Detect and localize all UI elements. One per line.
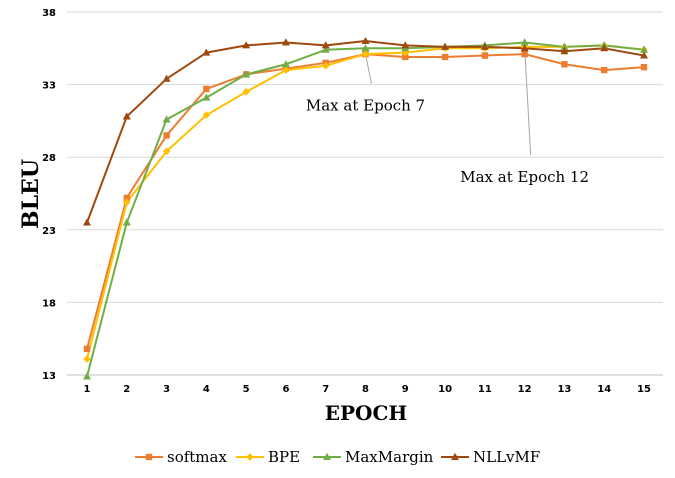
x-tick-labels: 1 2 3 4 5 6 7 8 9 10 11 12 13 14 15 — [84, 384, 651, 395]
y-tick-label: 28 — [42, 153, 56, 164]
annotation-leader-line — [366, 54, 372, 84]
data-point-softmax — [561, 61, 567, 67]
legend-item-bpe[interactable]: BPE — [236, 448, 300, 466]
data-point-softmax — [203, 86, 209, 92]
x-tick-label: 7 — [322, 384, 329, 395]
annotation-max-epoch-12: Max at Epoch 12 — [460, 168, 589, 186]
y-tick-label: 23 — [42, 226, 56, 237]
legend-swatch-marker — [246, 453, 254, 461]
annotation-max-epoch-7: Max at Epoch 7 — [306, 97, 425, 115]
x-tick-label: 15 — [637, 384, 651, 395]
x-tick-label: 1 — [84, 384, 91, 395]
x-axis-title: EPOCH — [325, 401, 408, 425]
x-tick-label: 9 — [402, 384, 409, 395]
data-point-nllvmf — [83, 218, 91, 225]
data-point-softmax — [163, 132, 169, 138]
legend: softmax BPE MaxMargin NLLvMF — [135, 448, 540, 466]
data-point-maxmargin — [123, 218, 131, 225]
legend-label-maxmargin: MaxMargin — [345, 448, 434, 466]
data-point-softmax — [521, 51, 527, 57]
annotation-leader-line — [525, 47, 531, 155]
y-tick-label: 18 — [42, 298, 56, 309]
legend-swatch-marker — [146, 454, 152, 460]
data-point-softmax — [601, 67, 607, 73]
bleu-line-chart: 131823283338 1 2 3 4 5 6 7 8 9 10 11 12 13 14 15 BLEU … — [0, 0, 675, 478]
y-tick-label: 33 — [42, 81, 56, 92]
legend-label-softmax: softmax — [167, 448, 227, 466]
legend-item-maxmargin[interactable]: MaxMargin — [313, 448, 434, 466]
x-tick-label: 2 — [123, 384, 130, 395]
legend-item-nllvmf[interactable]: NLLvMF — [441, 448, 540, 466]
legend-label-bpe: BPE — [268, 448, 300, 466]
series-markers — [83, 37, 648, 380]
x-tick-label: 14 — [597, 384, 611, 395]
y-tick-label: 13 — [42, 371, 56, 382]
x-tick-label: 5 — [243, 384, 250, 395]
legend-item-softmax[interactable]: softmax — [135, 448, 227, 466]
x-tick-label: 8 — [362, 384, 369, 395]
data-point-maxmargin — [83, 372, 91, 379]
legend-label-nllvmf: NLLvMF — [473, 448, 540, 466]
data-point-softmax — [442, 54, 448, 60]
y-tick-label: 38 — [42, 8, 56, 19]
x-tick-label: 6 — [282, 384, 289, 395]
x-tick-label: 4 — [203, 384, 210, 395]
data-point-softmax — [84, 346, 90, 352]
data-point-bpe — [83, 355, 91, 363]
x-tick-label: 10 — [438, 384, 452, 395]
x-tick-label: 3 — [163, 384, 170, 395]
x-tick-label: 11 — [478, 384, 492, 395]
x-tick-label: 12 — [518, 384, 532, 395]
y-axis-title: BLEU — [18, 159, 44, 229]
x-tick-label: 13 — [557, 384, 571, 395]
data-point-softmax — [482, 52, 488, 58]
y-tick-labels: 13 18 23 28 33 38 — [42, 8, 56, 382]
series-line-bpe — [87, 45, 644, 359]
data-point-softmax — [641, 64, 647, 70]
series-line-maxmargin — [87, 42, 644, 376]
series-lines — [87, 41, 644, 376]
data-point-nllvmf — [163, 75, 171, 82]
